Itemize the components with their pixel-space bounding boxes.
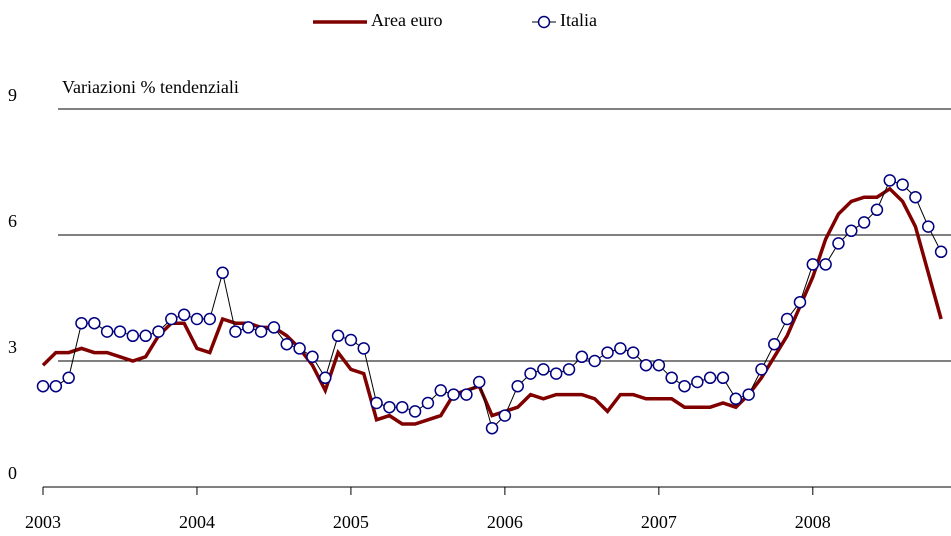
data-point	[652, 358, 666, 372]
data-point	[614, 342, 627, 355]
data-point	[88, 316, 101, 330]
y-axis-label: Variazioni % tendenziali	[62, 77, 239, 97]
data-point	[408, 405, 422, 418]
legend-label: Italia	[560, 10, 597, 30]
data-point	[229, 325, 242, 338]
data-point	[139, 329, 152, 343]
data-point	[742, 388, 755, 401]
data-point	[36, 379, 50, 393]
x-tick-label: 2007	[641, 512, 677, 531]
data-point	[498, 409, 512, 422]
data-point	[203, 312, 217, 326]
x-tick-label: 2003	[25, 512, 61, 531]
data-point	[100, 325, 114, 338]
data-point	[267, 321, 281, 334]
data-point	[344, 333, 358, 347]
data-point	[780, 312, 794, 326]
data-point	[395, 400, 409, 414]
data-point	[177, 308, 191, 322]
data-point	[716, 371, 730, 385]
y-tick-label: 9	[8, 85, 17, 105]
data-point	[626, 346, 640, 359]
data-point	[729, 392, 743, 406]
data-point	[768, 337, 781, 351]
x-tick-label: 2004	[179, 512, 215, 531]
series-line	[41, 186, 943, 426]
data-point	[562, 363, 576, 376]
data-point	[357, 342, 370, 355]
data-point	[242, 321, 255, 334]
data-point	[306, 350, 319, 364]
data-point	[601, 346, 614, 359]
data-point	[639, 358, 653, 372]
data-point	[75, 316, 88, 330]
data-point	[678, 379, 691, 393]
data-point	[524, 367, 537, 380]
data-point	[665, 371, 678, 385]
data-point	[883, 174, 897, 187]
data-point	[319, 371, 332, 385]
data-point	[485, 421, 499, 435]
y-tick-label: 0	[8, 463, 17, 483]
data-point	[691, 375, 704, 389]
data-point	[113, 325, 127, 338]
data-point	[447, 388, 460, 401]
data-point	[62, 371, 75, 385]
data-point	[370, 396, 383, 410]
series-line	[43, 179, 942, 430]
y-tick-label: 6	[8, 211, 17, 231]
legend-marker	[537, 15, 551, 29]
data-point	[293, 342, 306, 355]
data-point	[549, 367, 563, 380]
data-point	[49, 379, 63, 393]
data-point	[190, 312, 204, 326]
data-point	[703, 371, 717, 385]
data-point	[421, 396, 435, 410]
data-point	[793, 295, 807, 309]
data-point	[126, 329, 140, 343]
data-point	[832, 237, 845, 250]
data-point	[511, 379, 524, 393]
data-point	[896, 178, 909, 191]
x-tick-label: 2008	[795, 512, 831, 531]
data-point	[537, 363, 550, 376]
data-point	[588, 354, 601, 368]
data-point	[806, 258, 820, 271]
data-point	[383, 400, 396, 414]
data-point	[472, 375, 486, 389]
data-point	[216, 266, 229, 280]
data-point	[819, 258, 832, 271]
data-point	[152, 325, 165, 338]
data-point	[870, 203, 884, 217]
legend-label: Area euro	[371, 10, 442, 30]
x-tick-label: 2006	[487, 512, 523, 531]
data-point	[909, 190, 922, 204]
data-point	[575, 350, 589, 364]
data-point	[857, 216, 871, 229]
data-point	[755, 363, 768, 376]
x-tick-label: 2005	[333, 512, 369, 531]
data-point	[845, 224, 858, 238]
data-point	[460, 388, 473, 401]
data-point	[280, 337, 294, 351]
y-tick-label: 3	[8, 337, 17, 357]
data-point	[922, 220, 935, 233]
plot-area	[36, 174, 948, 435]
data-point	[254, 325, 268, 338]
data-point	[165, 312, 178, 326]
data-point	[934, 245, 948, 259]
data-point	[434, 384, 447, 397]
data-point	[331, 329, 345, 343]
